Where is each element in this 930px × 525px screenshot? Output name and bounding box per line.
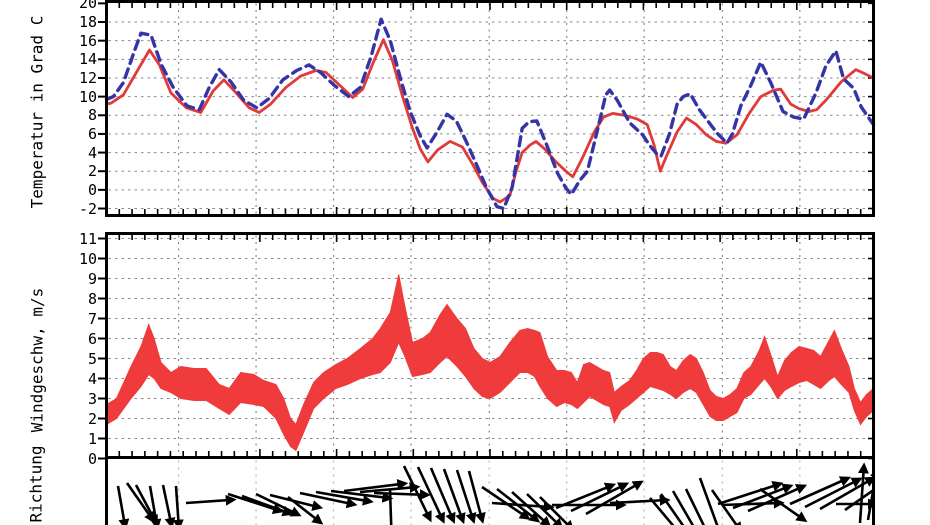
wind-speed-axis-label: Windgeschw, m/s — [27, 287, 47, 433]
y-tick-label: 6 — [87, 124, 97, 143]
y-tick-label: -2 — [78, 199, 97, 218]
temperature-axis-label: Temperatur in Grad C — [27, 15, 47, 209]
y-tick-label: 2 — [87, 162, 97, 181]
y-tick-label: 10 — [78, 249, 97, 268]
y-tick-label: 10 — [78, 87, 97, 106]
y-tick-label: 0 — [87, 449, 97, 468]
y-tick-label: 12 — [78, 68, 97, 87]
y-tick-label: 4 — [87, 143, 97, 162]
y-tick-label: 9 — [87, 269, 97, 288]
y-tick-label: 14 — [78, 50, 97, 69]
y-tick-label: 5 — [87, 349, 97, 368]
y-tick-label: 2 — [87, 409, 97, 428]
y-tick-label: 8 — [87, 106, 97, 125]
wind-direction-axis-label: Richtung — [26, 445, 46, 523]
y-tick-label: 20 — [78, 0, 97, 13]
y-tick-label: 4 — [87, 369, 97, 388]
y-tick-label: 6 — [87, 329, 97, 348]
y-tick-label: 7 — [87, 309, 97, 328]
y-tick-label: 16 — [78, 31, 97, 50]
y-tick-label: 0 — [87, 180, 97, 199]
y-tick-label: 1 — [87, 429, 97, 448]
y-tick-label: 8 — [87, 289, 97, 308]
y-tick-label: 11 — [78, 229, 97, 248]
y-tick-label: 18 — [78, 13, 97, 31]
y-tick-label: 3 — [87, 389, 97, 408]
